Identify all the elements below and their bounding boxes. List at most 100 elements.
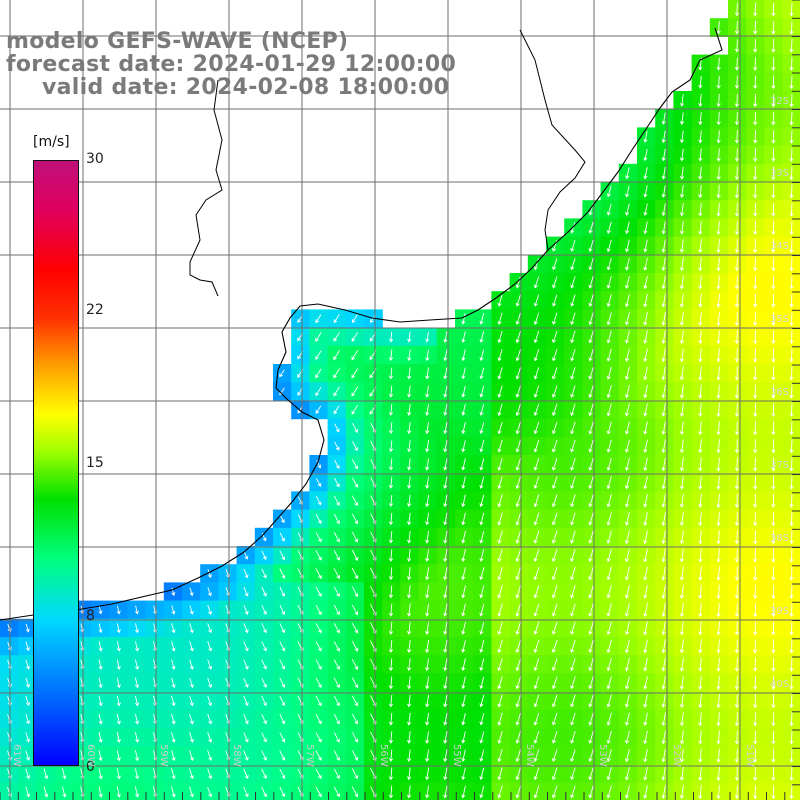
wind-arrow <box>661 730 666 745</box>
wind-arrow <box>406 658 412 672</box>
wind-arrow <box>171 713 176 725</box>
wind-arrow <box>716 330 721 345</box>
wind-arrow <box>606 366 612 380</box>
wind-arrow <box>533 512 540 526</box>
wind-arrow <box>443 476 448 489</box>
wind-arrow <box>606 239 612 253</box>
wind-arrow <box>461 658 466 672</box>
wind-arrow <box>624 712 630 726</box>
wind-arrow <box>753 694 758 709</box>
wind-arrow <box>789 548 794 563</box>
wind-arrow <box>351 659 359 671</box>
wind-arrow <box>533 639 540 654</box>
wind-arrow <box>351 314 358 324</box>
wind-arrow <box>771 675 776 690</box>
wind-arrow <box>352 422 358 433</box>
wind-arrow <box>643 785 648 799</box>
wind-arrow <box>261 695 267 707</box>
wind-arrow <box>679 366 685 381</box>
wind-arrow <box>716 75 721 89</box>
wind-arrow <box>333 405 340 415</box>
wind-arrow <box>207 659 213 670</box>
wind-arrow <box>606 330 612 344</box>
wind-arrow <box>734 75 739 89</box>
wind-arrow <box>588 385 594 399</box>
wind-arrow <box>753 402 758 417</box>
wind-arrow <box>606 185 612 198</box>
wind-arrow <box>533 258 540 271</box>
wind-arrow <box>661 275 666 290</box>
wind-arrow <box>606 348 612 362</box>
wind-arrow <box>679 184 685 199</box>
wind-arrow <box>388 676 394 690</box>
wind-arrow <box>333 350 340 361</box>
wind-arrow <box>515 276 521 289</box>
wind-arrow <box>134 641 140 652</box>
wind-arrow <box>407 440 412 453</box>
wind-arrow <box>243 659 249 670</box>
border-line <box>519 29 586 251</box>
wind-arrow <box>734 93 739 108</box>
wind-arrow <box>716 239 721 254</box>
wind-arrow <box>315 659 322 670</box>
wind-arrow <box>570 258 576 271</box>
wind-arrow <box>734 348 739 363</box>
wind-arrow <box>171 587 176 597</box>
wind-arrow <box>753 639 758 654</box>
wind-arrow <box>679 621 685 636</box>
wind-arrow <box>515 385 521 398</box>
wind-arrow <box>679 439 685 454</box>
wind-arrow <box>734 512 739 527</box>
wind-arrow <box>388 585 394 599</box>
wind-arrow <box>552 258 558 271</box>
wind-arrow <box>461 494 466 508</box>
wind-arrow <box>570 621 576 635</box>
wind-arrow <box>716 421 721 436</box>
wind-arrow <box>352 477 359 488</box>
wind-arrow <box>679 203 685 217</box>
wind-arrow <box>734 603 739 618</box>
lat-label: 37S <box>770 460 790 471</box>
wind-cell <box>327 782 347 800</box>
wind-arrow <box>479 476 485 489</box>
wind-arrow <box>443 567 448 581</box>
wind-arrow <box>461 676 466 690</box>
wind-arrow <box>643 384 648 399</box>
wind-arrow <box>388 349 394 362</box>
wind-arrow <box>425 767 430 781</box>
wind-arrow <box>789 220 794 235</box>
wind-arrow <box>279 641 286 652</box>
wind-arrow <box>606 276 612 289</box>
wind-arrow <box>25 732 31 743</box>
wind-arrow <box>189 713 194 725</box>
wind-arrow <box>789 239 794 254</box>
wind-arrow <box>134 713 140 725</box>
wind-arrow <box>515 349 521 362</box>
wind-arrow <box>333 604 340 616</box>
wind-arrow <box>643 293 648 308</box>
wind-arrow <box>533 658 540 672</box>
wind-arrow <box>479 603 485 617</box>
wind-arrow <box>315 550 322 561</box>
wind-arrow <box>789 730 794 745</box>
wind-arrow <box>789 384 794 399</box>
wind-arrow <box>406 712 412 726</box>
wind-arrow <box>570 530 576 544</box>
wind-arrow <box>588 548 594 563</box>
wind-arrow <box>606 566 612 581</box>
wind-arrow <box>461 421 466 435</box>
wind-arrow <box>753 111 758 126</box>
wind-arrow <box>698 766 703 781</box>
wind-arrow <box>515 312 521 326</box>
wind-arrow <box>624 512 630 526</box>
wind-arrow <box>789 603 794 618</box>
wind-arrow <box>333 695 340 707</box>
wind-arrow <box>315 750 322 761</box>
wind-arrow <box>570 385 576 398</box>
wind-arrow <box>716 657 721 672</box>
wind-arrow <box>515 530 522 544</box>
wind-arrow <box>789 694 794 709</box>
wind-arrow <box>716 184 721 199</box>
wind-arrow <box>315 732 322 743</box>
